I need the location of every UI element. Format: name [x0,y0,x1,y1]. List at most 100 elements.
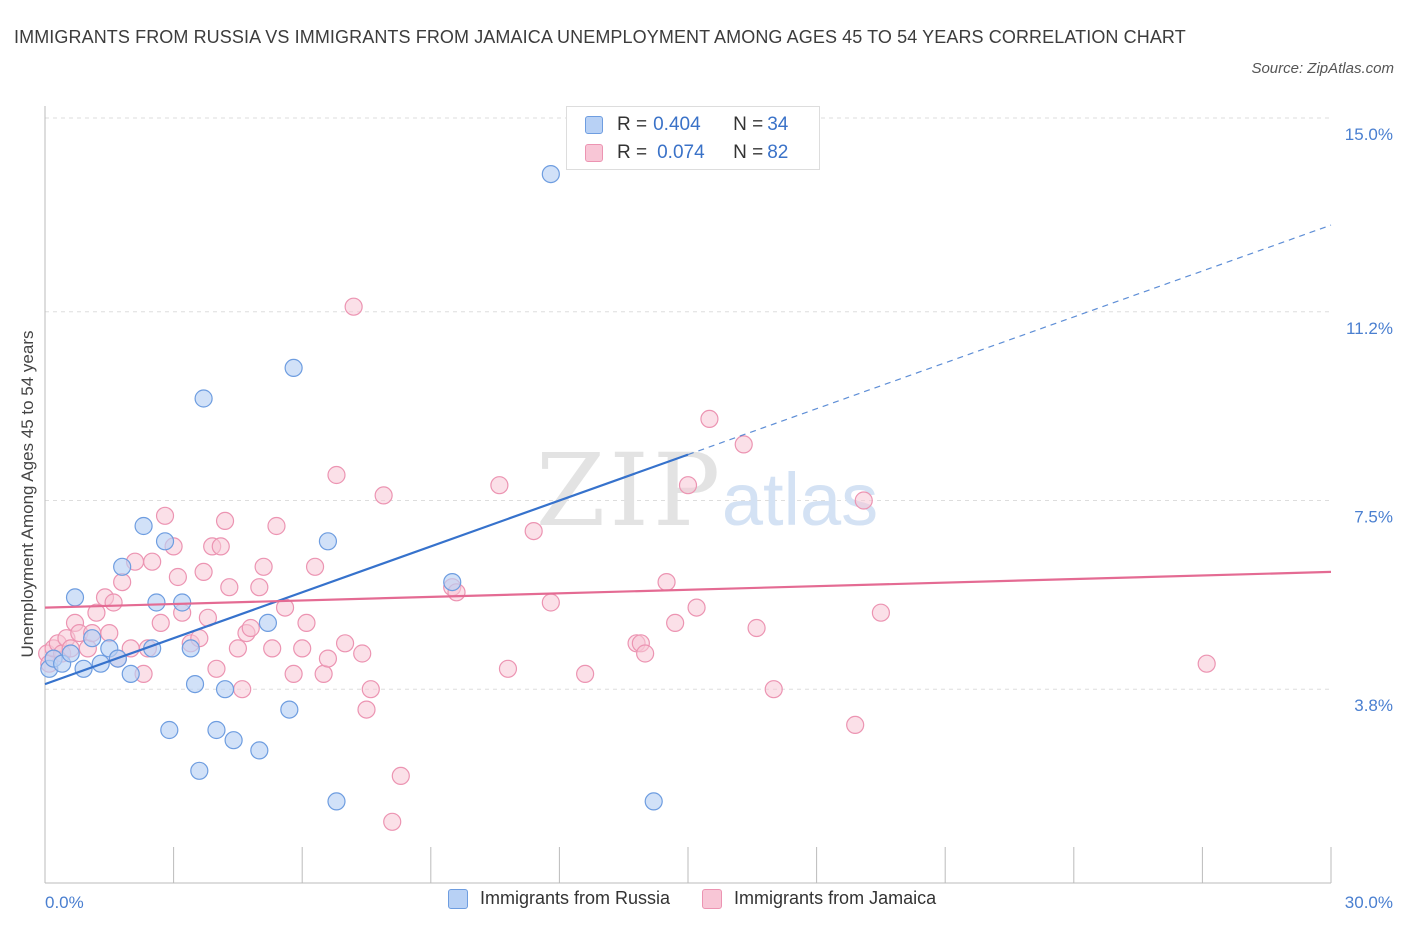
point-jamaica [113,572,132,592]
source-label: Source: ZipAtlas.com [1251,60,1394,77]
bottom-legend-swatch-russia [448,888,468,909]
point-jamaica [687,598,706,617]
point-russia [443,572,462,592]
point-jamaica [220,578,239,597]
point-jamaica [233,680,252,699]
point-russia [185,674,205,694]
point-jamaica [747,618,766,638]
point-jamaica [361,680,380,699]
point-jamaica [155,506,175,525]
point-russia [65,588,85,607]
point-jamaica [207,659,226,678]
point-jamaica [734,435,753,454]
legend-row-russia: R = 0.404 N = 34 [585,112,788,138]
point-russia [541,165,560,184]
point-russia [280,700,299,719]
point-jamaica [854,491,873,510]
point-jamaica [498,659,518,678]
point-russia [147,593,166,612]
point-jamaica [678,476,698,495]
point-jamaica [100,623,119,643]
point-russia [250,741,269,760]
point-jamaica [194,562,213,582]
point-russia [190,761,209,780]
point-jamaica [168,567,187,587]
legend-r-value: 0.404 [653,114,701,135]
point-russia [194,389,213,408]
point-jamaica [327,465,346,485]
point-russia [207,720,226,740]
point-jamaica [541,593,560,612]
point-jamaica [657,572,676,592]
bottom-legend-label-jamaica: Immigrants from Jamaica [734,888,937,908]
legend-r-value: 0.074 [657,142,705,163]
legend-swatch-russia [585,116,603,134]
trend-line-russia [44,453,689,686]
legend-n-value: 34 [767,114,789,135]
point-russia [318,532,338,551]
watermark-zip: ZIP [536,432,724,549]
point-jamaica [344,297,363,316]
point-jamaica [143,552,162,571]
point-jamaica [764,680,783,699]
legend-n-value: 82 [767,142,789,163]
point-russia [113,557,132,576]
point-jamaica [215,511,235,531]
point-russia [121,664,140,684]
legend-n-label: N = [733,114,764,135]
watermark-atlas: atlas [722,458,878,541]
point-jamaica [374,486,393,505]
grid-lines [45,117,1331,690]
y-tick-label: 3.8% [1354,696,1393,715]
point-jamaica [391,766,410,786]
y-tick-label: 11.2% [1346,319,1393,338]
bottom-legend: Immigrants from Russia Immigrants from J… [448,888,968,909]
point-russia [181,639,200,658]
point-russia [284,358,303,377]
point-russia [61,644,80,663]
legend-r-label: R = [617,114,648,135]
y-tick-label: 15.0% [1345,125,1393,144]
point-jamaica [228,639,247,658]
legend-swatch-jamaica [585,144,603,162]
point-jamaica [335,634,355,653]
legend-n-label: N = [733,142,764,163]
point-jamaica [1197,654,1216,673]
point-jamaica [846,715,865,735]
bottom-legend-label-russia: Immigrants from Russia [480,888,671,908]
point-russia [83,629,102,648]
point-jamaica [284,664,303,684]
legend-row-jamaica: R = 0.074 N = 82 [585,140,788,166]
point-jamaica [490,476,509,495]
point-jamaica [357,700,376,719]
series-jamaica-points [38,297,1216,831]
point-jamaica [241,618,260,638]
point-russia [224,731,243,750]
correlation-legend: R = 0.404 N = 34 R = 0.074 N = 82 [566,106,820,170]
point-jamaica [318,649,338,668]
point-jamaica [700,409,719,428]
trend-line-jamaica [44,570,1332,609]
y-axis-label: Unemployment Among Ages 45 to 54 years [18,331,37,658]
trend-line-russia-extension [687,224,1332,456]
tick-labels: 3.8% 7.5% 11.2% 15.0% 0.0% 30.0% [45,125,1393,912]
trend-lines [44,224,1332,686]
point-jamaica [254,557,273,576]
legend-r-label: R = [617,142,648,163]
axes [44,106,1332,884]
point-jamaica [267,516,286,536]
y-tick-label: 7.5% [1354,508,1393,527]
chart-title: IMMIGRANTS FROM RUSSIA VS IMMIGRANTS FRO… [14,27,1186,47]
point-jamaica [871,603,891,622]
x-tick-label: 30.0% [1345,893,1393,912]
point-russia [160,720,179,740]
point-russia [327,792,346,811]
point-jamaica [383,812,402,831]
point-russia [644,792,663,811]
point-russia [74,659,93,678]
x-tick-label: 0.0% [45,893,84,912]
watermark: ZIP atlas [536,432,878,549]
point-jamaica [305,557,325,576]
point-jamaica [104,593,123,612]
